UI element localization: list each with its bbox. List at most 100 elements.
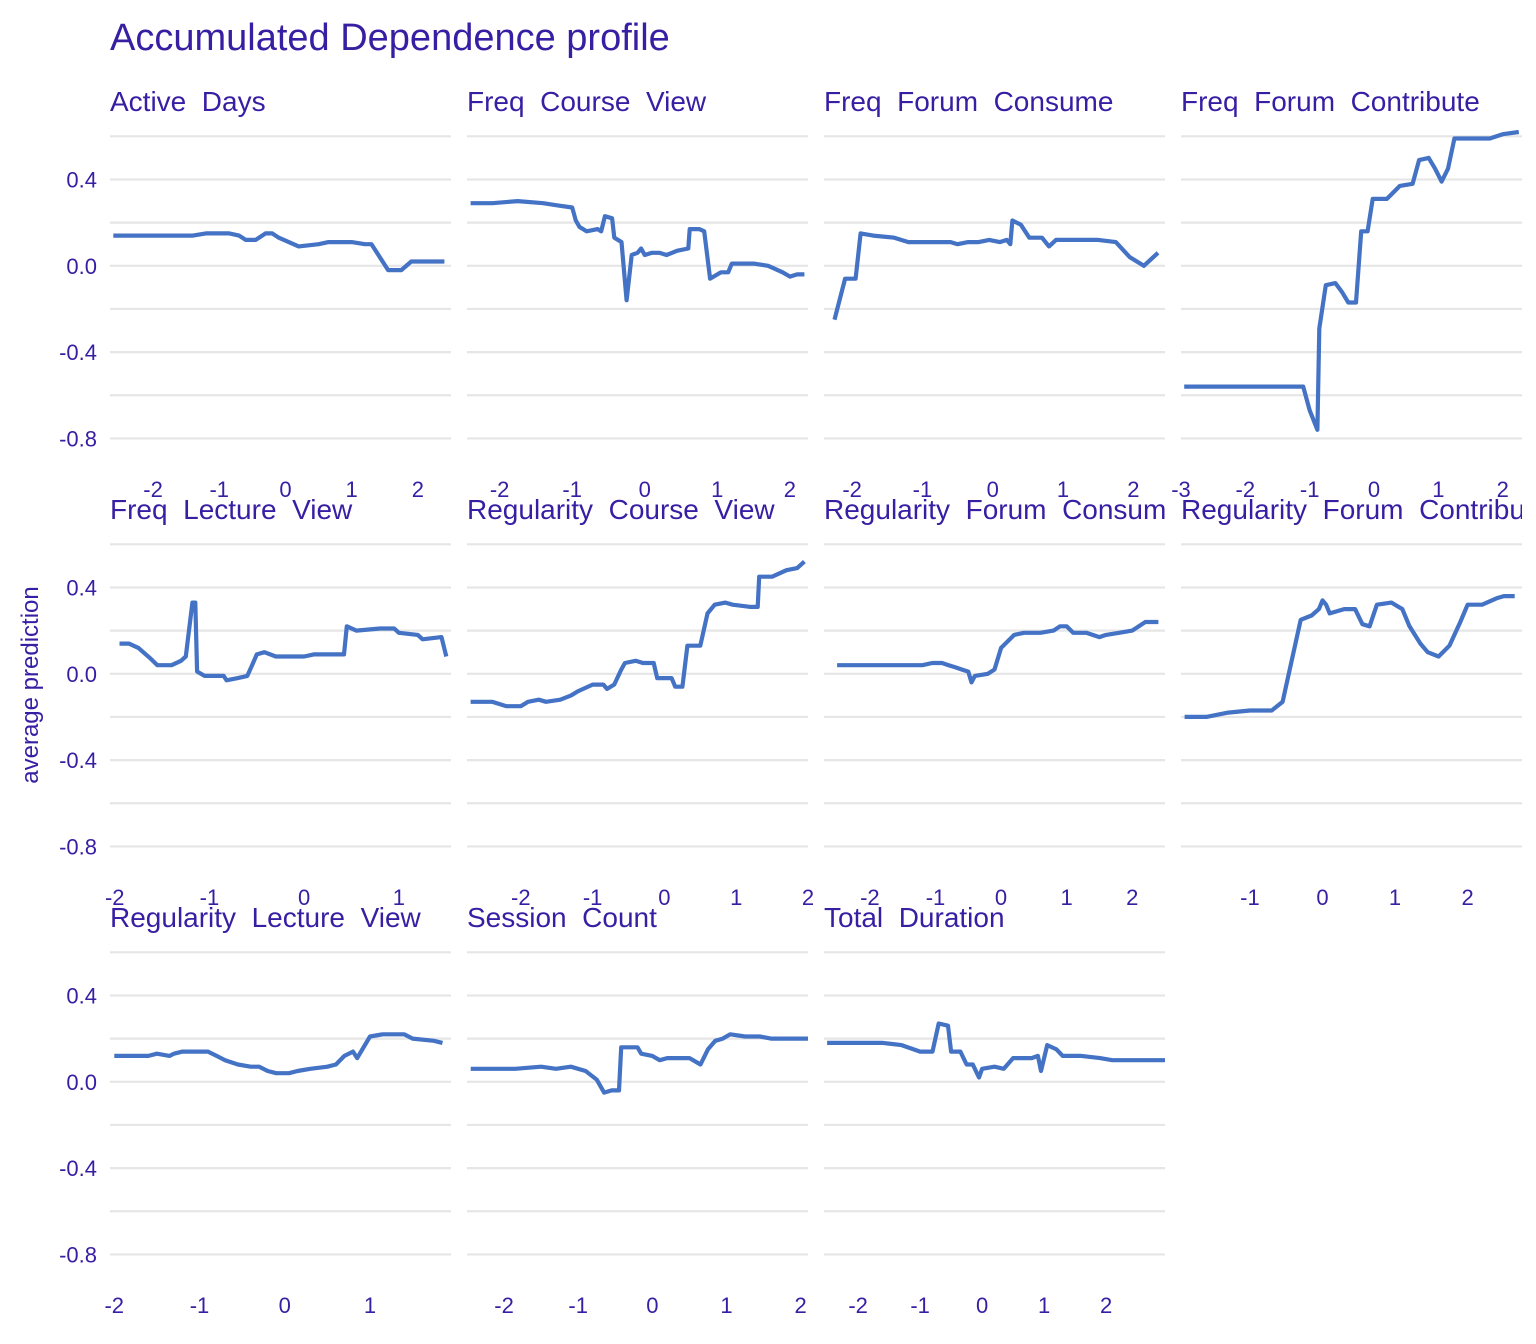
y-tick-label: 0.4: [66, 983, 97, 1008]
y-tick-label: 0.4: [66, 167, 97, 192]
panel-title: Session Count: [467, 902, 657, 933]
panel-title: Regularity Course View: [467, 494, 775, 525]
y-tick-label: -0.4: [59, 340, 97, 365]
series-line: [1184, 129, 1520, 432]
x-tick-label: 0: [646, 1293, 658, 1318]
series-line: [114, 1032, 443, 1076]
panel: Regularity Course View -2 -1 0 1 2: [467, 494, 814, 910]
panel: Regularity Forum Consume -2 -1 0 1 2: [824, 494, 1182, 910]
x-tick-label: 0: [298, 885, 310, 910]
x-tick-label: -1: [1240, 885, 1260, 910]
panel-title: Freq Forum Contribute: [1181, 86, 1480, 117]
x-tick-label: -2: [848, 1293, 868, 1318]
y-tick-label: 0.0: [66, 254, 97, 279]
x-tick-label: -2: [104, 1293, 124, 1318]
x-tick-label: 2: [1461, 885, 1473, 910]
x-tick-label: 0: [279, 477, 291, 502]
series-line: [837, 619, 1159, 685]
series-line: [832, 218, 1160, 321]
series-line: [119, 600, 449, 683]
x-tick-label: -2: [490, 477, 510, 502]
panel: Session Count -2 -1 0 1 2: [467, 902, 808, 1318]
x-tick-label: 1: [1057, 477, 1069, 502]
series-line: [1184, 594, 1515, 719]
panel-title: Freq Lecture View: [110, 494, 353, 525]
x-tick-label: -2: [511, 885, 531, 910]
x-tick-label: -2: [1236, 477, 1256, 502]
panel: Total Duration -2 -1 0 1 2: [824, 902, 1165, 1318]
panel-title: Active Days: [110, 86, 266, 117]
x-tick-label: -1: [568, 1293, 588, 1318]
x-tick-label: -2: [860, 885, 880, 910]
panel-title: Freq Forum Consume: [824, 86, 1113, 117]
y-tick-label: -0.4: [59, 1156, 97, 1181]
y-tick-label: -0.4: [59, 748, 97, 773]
x-tick-label: 2: [1126, 885, 1138, 910]
x-tick-label: -2: [842, 477, 862, 502]
chart-title: Accumulated Dependence profile: [110, 17, 670, 59]
x-tick-label: 2: [1100, 1293, 1112, 1318]
x-tick-label: 1: [346, 477, 358, 502]
x-tick-label: 2: [794, 1293, 806, 1318]
x-tick-label: -2: [105, 885, 125, 910]
y-tick-label: -0.8: [59, 426, 97, 451]
panel: Regularity Forum Contribute -1 0 1 2: [1181, 494, 1536, 910]
x-tick-label: 1: [720, 1293, 732, 1318]
x-tick-label: 0: [639, 477, 651, 502]
x-tick-label: 0: [1316, 885, 1328, 910]
x-tick-label: 2: [1497, 477, 1509, 502]
x-tick-label: 0: [995, 885, 1007, 910]
x-tick-label: 1: [730, 885, 742, 910]
x-tick-label: 1: [711, 477, 723, 502]
x-tick-label: 0: [1368, 477, 1380, 502]
series-line: [470, 199, 805, 303]
panel: Freq Course View -2 -1 0 1 2: [467, 86, 808, 502]
x-tick-label: -1: [913, 477, 933, 502]
panel: Freq Forum Contribute -3 -2 -1 0 1 2: [1171, 86, 1522, 502]
series-line: [827, 1021, 1165, 1080]
x-tick-label: -2: [494, 1293, 514, 1318]
x-tick-label: -1: [200, 885, 220, 910]
series-line: [470, 560, 806, 709]
panel: Freq Lecture View 0.4 0.0 -0.4 -0.8 -2 -1 0 1: [59, 494, 451, 910]
series-line: [470, 1032, 808, 1095]
x-tick-label: 1: [393, 885, 405, 910]
panel: Regularity Lecture View 0.4 0.0 -0.4 -0.8 -2 -…: [59, 902, 451, 1318]
x-tick-label: 1: [364, 1293, 376, 1318]
x-tick-label: -1: [910, 1293, 930, 1318]
x-tick-label: -2: [143, 477, 163, 502]
y-tick-label: 0.0: [66, 1070, 97, 1095]
panel-title: Regularity Forum Consume: [824, 494, 1182, 525]
x-tick-label: -1: [190, 1293, 210, 1318]
x-tick-label: 0: [987, 477, 999, 502]
y-tick-label: 0.4: [66, 575, 97, 600]
x-tick-label: 1: [1061, 885, 1073, 910]
panel-title: Regularity Lecture View: [110, 902, 422, 933]
x-tick-label: 2: [412, 477, 424, 502]
panel-title: Regularity Forum Contribute: [1181, 494, 1536, 525]
x-tick-label: 0: [658, 885, 670, 910]
y-tick-label: -0.8: [59, 834, 97, 859]
x-tick-label: 1: [1038, 1293, 1050, 1318]
x-tick-label: 1: [1389, 885, 1401, 910]
y-tick-label: -0.8: [59, 1242, 97, 1267]
x-tick-label: 2: [784, 477, 796, 502]
x-tick-label: -1: [583, 885, 603, 910]
x-tick-label: -1: [209, 477, 229, 502]
x-tick-label: 2: [1127, 477, 1139, 502]
x-tick-label: -1: [926, 885, 946, 910]
x-tick-label: 1: [1432, 477, 1444, 502]
y-axis-label: average prediction: [17, 586, 44, 783]
x-tick-label: -1: [562, 477, 582, 502]
x-tick-label: 0: [976, 1293, 988, 1318]
y-tick-label: 0.0: [66, 662, 97, 687]
panel: Freq Forum Consume -2 -1 0 1 2: [824, 86, 1165, 502]
x-tick-label: -1: [1300, 477, 1320, 502]
panel: Active Days 0.4 0.0 -0.4 -0.8 -2 -1 0 1 2: [59, 86, 451, 502]
series-line: [113, 231, 445, 273]
panel-title: Freq Course View: [467, 86, 707, 117]
x-tick-label: 0: [279, 1293, 291, 1318]
panel-title: Total Duration: [824, 902, 1005, 933]
